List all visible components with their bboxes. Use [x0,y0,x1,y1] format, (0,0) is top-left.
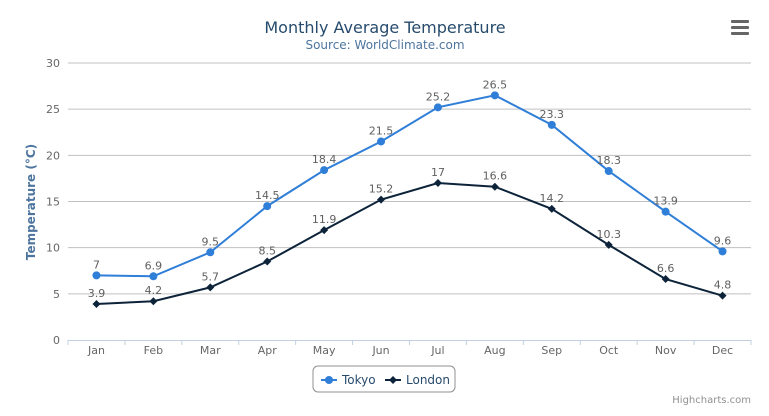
x-tick-label: Dec [712,344,733,357]
data-point[interactable] [490,182,499,191]
data-label: 15.2 [369,183,394,196]
data-point[interactable] [604,240,613,249]
data-point[interactable] [718,247,727,256]
data-point[interactable] [377,195,386,204]
data-label: 4.8 [714,279,732,292]
data-point[interactable] [661,207,670,216]
data-label: 18.4 [312,153,337,166]
data-point[interactable] [263,202,272,211]
data-point[interactable] [206,283,215,292]
data-label: 4.2 [145,284,163,297]
series-line [96,182,723,305]
data-point[interactable] [149,297,158,306]
y-tick-label: 15 [46,196,60,209]
data-label: 6.9 [145,259,163,272]
data-point[interactable] [718,291,727,300]
data-label: 14.5 [255,189,280,202]
chart-subtitle: Source: WorldClimate.com [305,38,464,52]
data-label: 14.2 [540,192,565,205]
x-tick-label: Jan [87,344,105,357]
data-label: 21.5 [369,124,394,137]
data-label: 25.2 [426,90,451,103]
x-tick-label: Aug [484,344,505,357]
data-label: 9.5 [202,235,220,248]
x-tick-label: Jun [371,344,389,357]
data-label: 18.3 [596,154,621,167]
data-point[interactable] [320,226,329,235]
legend-box [312,365,456,393]
data-point[interactable] [149,272,158,281]
legend-label-tokyo: Tokyo [341,373,376,387]
data-label: 6.6 [657,262,675,275]
data-label: 16.6 [483,170,508,183]
data-label: 26.5 [483,78,508,91]
series-line [96,94,724,278]
data-point[interactable] [92,299,101,308]
series-tokyo: 7 6.9 9.5 14.5 18.4 21.5 25.2 26.5 23.3 18.3 13.9 9… [92,78,732,281]
y-axis-title: Temperature (°C) [24,144,38,260]
x-tick-label: Nov [655,344,677,357]
data-label: 13.9 [653,195,678,208]
legend-item-tokyo[interactable]: Tokyo [321,373,376,387]
x-tick-label: Feb [144,344,163,357]
data-point[interactable] [490,91,499,100]
x-tick-label: May [313,344,336,357]
y-tick-label: 10 [46,242,60,255]
data-label: 11.9 [312,213,337,226]
data-point[interactable] [661,275,670,284]
data-label: 3.9 [88,287,106,300]
y-tick-label: 5 [53,288,60,301]
x-tick-label: Mar [200,344,221,357]
data-label: 10.3 [596,228,621,241]
y-tick-label: 0 [53,334,60,347]
data-point[interactable] [320,166,329,175]
x-tick-label: Apr [258,344,278,357]
legend: Tokyo London [312,365,456,393]
data-point[interactable] [433,103,442,112]
data-point[interactable] [433,179,442,188]
x-tick-label: Jul [430,344,444,357]
data-point[interactable] [377,137,386,146]
data-point[interactable] [604,167,613,176]
legend-item-london[interactable]: London [385,373,450,387]
data-point[interactable] [547,204,556,213]
data-label: 9.6 [714,234,732,247]
data-point[interactable] [206,248,215,257]
data-label: 17 [431,166,445,179]
y-tick-label: 30 [46,57,60,70]
data-label: 8.5 [258,245,276,258]
credits-link[interactable]: Highcharts.com [672,395,751,406]
data-point[interactable] [92,271,101,280]
data-label: 5.7 [202,270,220,283]
x-tick-label: Oct [599,344,619,357]
data-label: 23.3 [540,108,565,121]
data-label: 7 [93,258,100,271]
y-tick-label: 20 [46,149,60,162]
data-point[interactable] [547,120,556,129]
series-london: 3.9 4.2 5.7 8.5 11.9 15.2 17 16.6 14.2 10.3 6.6 4.8 [88,166,732,308]
legend-label-london: London [406,373,450,387]
hamburger-menu-icon[interactable] [730,20,750,38]
y-tick-label: 25 [46,103,60,116]
data-point[interactable] [263,257,272,266]
x-tick-label: Sep [541,344,562,357]
chart-title: Monthly Average Temperature [264,18,505,37]
